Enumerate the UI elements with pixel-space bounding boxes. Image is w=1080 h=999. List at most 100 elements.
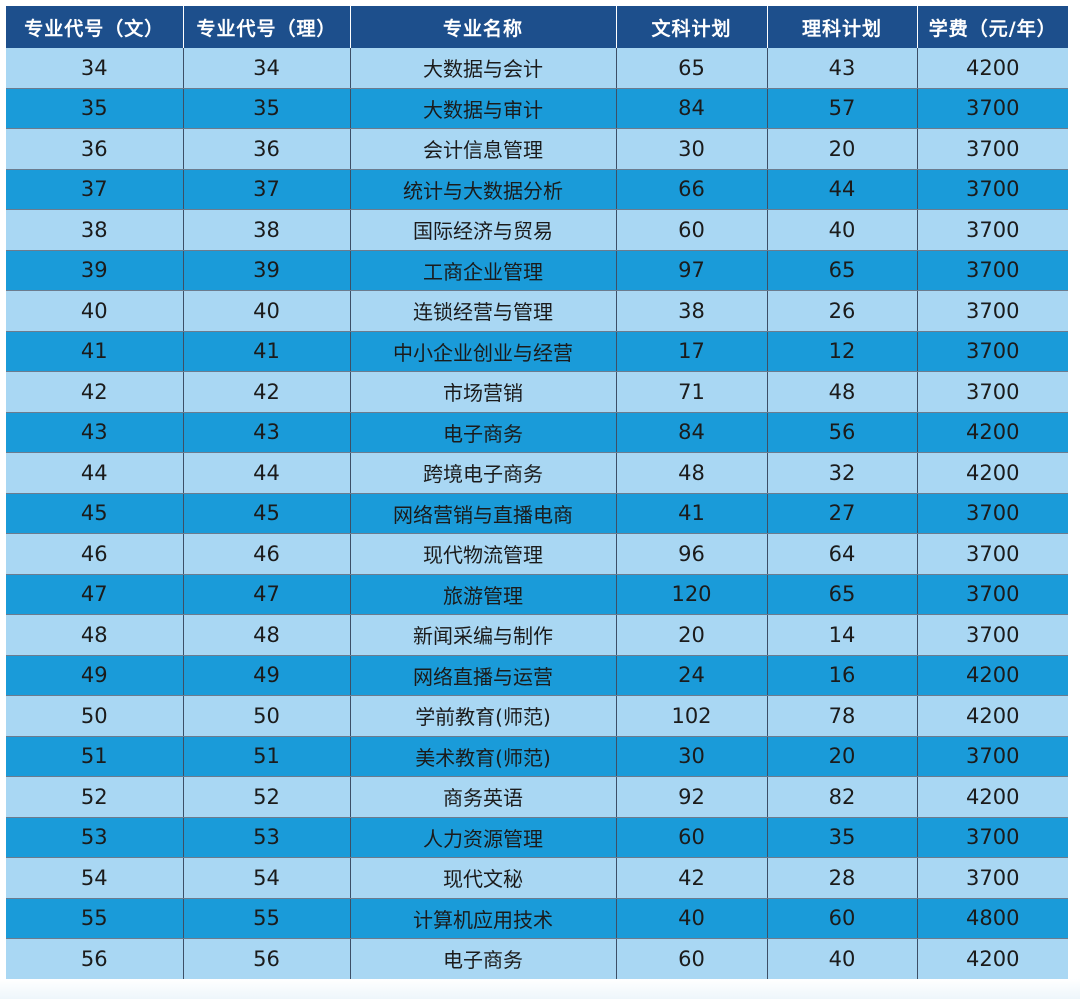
cell-science-plan: 65 — [767, 574, 918, 615]
cell-science-plan: 14 — [767, 614, 918, 656]
cell-code-arts: 52 — [6, 776, 184, 818]
table-row: 50 50 学前教育(师范) 102 78 4200 — [6, 695, 1068, 737]
cell-major-name: 计算机应用技术 — [350, 898, 617, 939]
cell-major-name: 学前教育(师范) — [350, 695, 617, 737]
cell-major-name: 现代文秘 — [350, 857, 617, 899]
cell-code-arts: 42 — [6, 371, 184, 413]
cell-arts-plan: 24 — [616, 655, 768, 696]
cell-science-plan: 20 — [767, 736, 918, 777]
cell-code-science: 37 — [183, 169, 351, 210]
table-header-row: 专业代号（文） 专业代号（理） 专业名称 文科计划 理科计划 学费（元/年） — [6, 6, 1068, 48]
cell-science-plan: 56 — [767, 412, 918, 453]
cell-arts-plan: 30 — [616, 128, 768, 170]
header-science-plan: 理科计划 — [767, 6, 918, 48]
table-row: 37 37 统计与大数据分析 66 44 3700 — [6, 169, 1068, 210]
cell-major-name: 大数据与会计 — [350, 48, 617, 89]
cell-arts-plan: 102 — [616, 695, 768, 737]
cell-major-name: 商务英语 — [350, 776, 617, 818]
cell-science-plan: 43 — [767, 48, 918, 89]
table-row: 42 42 市场营销 71 48 3700 — [6, 371, 1068, 413]
cell-code-arts: 38 — [6, 209, 184, 251]
cell-code-science: 46 — [183, 533, 351, 575]
cell-science-plan: 48 — [767, 371, 918, 413]
table-body: 34 34 大数据与会计 65 43 4200 35 35 大数据与审计 84 57 3700 36 36… — [6, 48, 1068, 980]
cell-code-science: 51 — [183, 736, 351, 777]
cell-code-science: 41 — [183, 331, 351, 372]
cell-code-science: 56 — [183, 938, 351, 980]
cell-code-arts: 56 — [6, 938, 184, 980]
cell-tuition: 3700 — [917, 88, 1068, 129]
cell-tuition: 3700 — [917, 209, 1068, 251]
cell-major-name: 人力资源管理 — [350, 817, 617, 858]
cell-code-science: 44 — [183, 452, 351, 494]
cell-science-plan: 40 — [767, 938, 918, 980]
cell-major-name: 电子商务 — [350, 938, 617, 980]
cell-major-name: 旅游管理 — [350, 574, 617, 615]
cell-tuition: 3700 — [917, 493, 1068, 534]
table-row: 34 34 大数据与会计 65 43 4200 — [6, 48, 1068, 89]
cell-code-science: 42 — [183, 371, 351, 413]
table-row: 53 53 人力资源管理 60 35 3700 — [6, 817, 1068, 858]
table-row: 55 55 计算机应用技术 40 60 4800 — [6, 898, 1068, 939]
cell-code-arts: 35 — [6, 88, 184, 129]
cell-tuition: 4200 — [917, 412, 1068, 453]
cell-tuition: 4200 — [917, 695, 1068, 737]
cell-code-arts: 46 — [6, 533, 184, 575]
cell-major-name: 美术教育(师范) — [350, 736, 617, 777]
table-row: 35 35 大数据与审计 84 57 3700 — [6, 88, 1068, 129]
cell-tuition: 4200 — [917, 776, 1068, 818]
cell-code-arts: 36 — [6, 128, 184, 170]
cell-tuition: 3700 — [917, 614, 1068, 656]
cell-major-name: 会计信息管理 — [350, 128, 617, 170]
cell-code-science: 47 — [183, 574, 351, 615]
cell-major-name: 工商企业管理 — [350, 250, 617, 291]
cell-science-plan: 82 — [767, 776, 918, 818]
cell-arts-plan: 65 — [616, 48, 768, 89]
cell-major-name: 跨境电子商务 — [350, 452, 617, 494]
cell-arts-plan: 20 — [616, 614, 768, 656]
cell-code-science: 55 — [183, 898, 351, 939]
cell-code-arts: 53 — [6, 817, 184, 858]
cell-code-science: 38 — [183, 209, 351, 251]
cell-major-name: 现代物流管理 — [350, 533, 617, 575]
cell-code-science: 39 — [183, 250, 351, 291]
majors-table: 专业代号（文） 专业代号（理） 专业名称 文科计划 理科计划 学费（元/年） 3… — [6, 6, 1068, 980]
cell-science-plan: 27 — [767, 493, 918, 534]
cell-science-plan: 40 — [767, 209, 918, 251]
table-row: 45 45 网络营销与直播电商 41 27 3700 — [6, 493, 1068, 534]
cell-tuition: 3700 — [917, 290, 1068, 332]
cell-science-plan: 35 — [767, 817, 918, 858]
cell-tuition: 4200 — [917, 48, 1068, 89]
table-row: 51 51 美术教育(师范) 30 20 3700 — [6, 736, 1068, 777]
header-code-arts: 专业代号（文） — [6, 6, 184, 48]
bottom-band — [0, 979, 1080, 999]
cell-major-name: 网络直播与运营 — [350, 655, 617, 696]
cell-major-name: 中小企业创业与经营 — [350, 331, 617, 372]
cell-tuition: 3700 — [917, 371, 1068, 413]
cell-science-plan: 20 — [767, 128, 918, 170]
cell-arts-plan: 41 — [616, 493, 768, 534]
cell-tuition: 3700 — [917, 574, 1068, 615]
cell-code-arts: 49 — [6, 655, 184, 696]
cell-science-plan: 26 — [767, 290, 918, 332]
cell-tuition: 3700 — [917, 857, 1068, 899]
table-row: 44 44 跨境电子商务 48 32 4200 — [6, 452, 1068, 494]
table-row: 54 54 现代文秘 42 28 3700 — [6, 857, 1068, 899]
cell-arts-plan: 84 — [616, 88, 768, 129]
cell-tuition: 4200 — [917, 452, 1068, 494]
cell-code-arts: 48 — [6, 614, 184, 656]
header-major-name: 专业名称 — [350, 6, 617, 48]
cell-tuition: 3700 — [917, 736, 1068, 777]
table-row: 52 52 商务英语 92 82 4200 — [6, 776, 1068, 818]
cell-code-arts: 39 — [6, 250, 184, 291]
cell-code-arts: 44 — [6, 452, 184, 494]
cell-arts-plan: 17 — [616, 331, 768, 372]
cell-science-plan: 44 — [767, 169, 918, 210]
table-row: 43 43 电子商务 84 56 4200 — [6, 412, 1068, 453]
header-tuition: 学费（元/年） — [917, 6, 1068, 48]
table-row: 40 40 连锁经营与管理 38 26 3700 — [6, 290, 1068, 332]
cell-code-arts: 43 — [6, 412, 184, 453]
cell-arts-plan: 92 — [616, 776, 768, 818]
table-row: 38 38 国际经济与贸易 60 40 3700 — [6, 209, 1068, 251]
